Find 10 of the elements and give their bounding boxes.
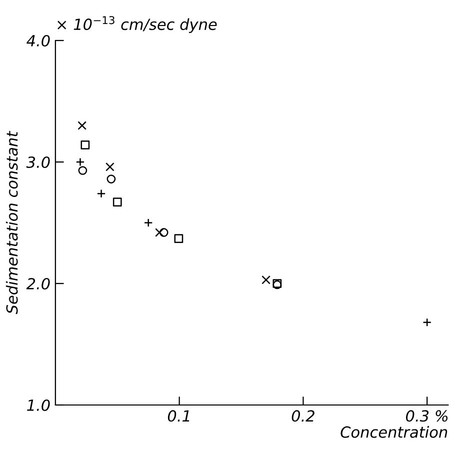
y-tick-label: 2.0 <box>26 278 50 290</box>
y-tick-label: 3.0 <box>26 156 50 168</box>
text: × 10$^{−13}$ cm/sec dyne <box>58 16 217 34</box>
y-tick-label: 4.0 <box>26 34 50 47</box>
x-tick-label: 0.1 <box>168 410 190 422</box>
x-tick-label: 0.2 <box>292 410 314 422</box>
y-tick-label: 1.0 <box>27 399 50 412</box>
x-tick-label: 0.3 % <box>406 410 448 422</box>
x-axis-title: Concentration <box>340 426 448 438</box>
y-axis-title: Sedimentation constant <box>6 130 18 314</box>
